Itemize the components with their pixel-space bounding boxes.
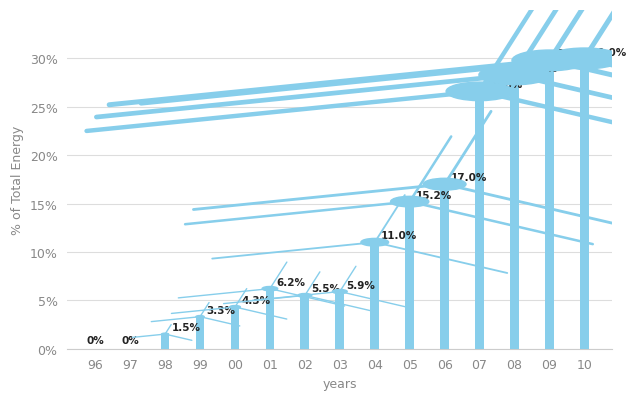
- Circle shape: [230, 306, 241, 309]
- Circle shape: [423, 179, 466, 190]
- Bar: [440, 185, 449, 349]
- Circle shape: [332, 290, 348, 294]
- Circle shape: [390, 197, 429, 207]
- Circle shape: [262, 287, 278, 291]
- Bar: [335, 292, 344, 349]
- Bar: [545, 61, 554, 349]
- Text: 17.0%: 17.0%: [451, 173, 487, 183]
- Bar: [196, 317, 204, 349]
- Text: 0%: 0%: [86, 335, 104, 345]
- Text: 30.0%: 30.0%: [591, 47, 627, 57]
- Bar: [580, 59, 589, 349]
- Bar: [230, 307, 239, 349]
- Bar: [301, 296, 309, 349]
- Text: 26.6%: 26.6%: [486, 80, 522, 90]
- Y-axis label: % of Total Energy: % of Total Energy: [11, 126, 24, 235]
- Bar: [510, 76, 519, 349]
- Bar: [266, 289, 275, 349]
- Bar: [371, 243, 379, 349]
- Text: 3.3%: 3.3%: [206, 305, 236, 315]
- Text: 6.2%: 6.2%: [276, 277, 305, 287]
- Text: 29.8%: 29.8%: [556, 49, 592, 59]
- Text: 15.2%: 15.2%: [416, 190, 452, 200]
- Circle shape: [446, 83, 513, 101]
- X-axis label: years: years: [323, 377, 357, 390]
- Text: 0%: 0%: [122, 335, 139, 345]
- Circle shape: [512, 51, 587, 72]
- Circle shape: [298, 294, 312, 298]
- Bar: [476, 92, 484, 349]
- Circle shape: [196, 316, 204, 318]
- Bar: [405, 202, 414, 349]
- Circle shape: [547, 49, 622, 70]
- Text: 11.0%: 11.0%: [381, 231, 417, 241]
- Text: 1.5%: 1.5%: [172, 322, 200, 332]
- Text: 5.5%: 5.5%: [311, 284, 340, 294]
- Circle shape: [162, 333, 168, 335]
- Circle shape: [479, 66, 550, 85]
- Circle shape: [361, 239, 388, 247]
- Bar: [161, 334, 170, 349]
- Text: 28.3%: 28.3%: [521, 64, 557, 74]
- Text: 5.9%: 5.9%: [346, 280, 375, 290]
- Text: 4.3%: 4.3%: [241, 296, 270, 305]
